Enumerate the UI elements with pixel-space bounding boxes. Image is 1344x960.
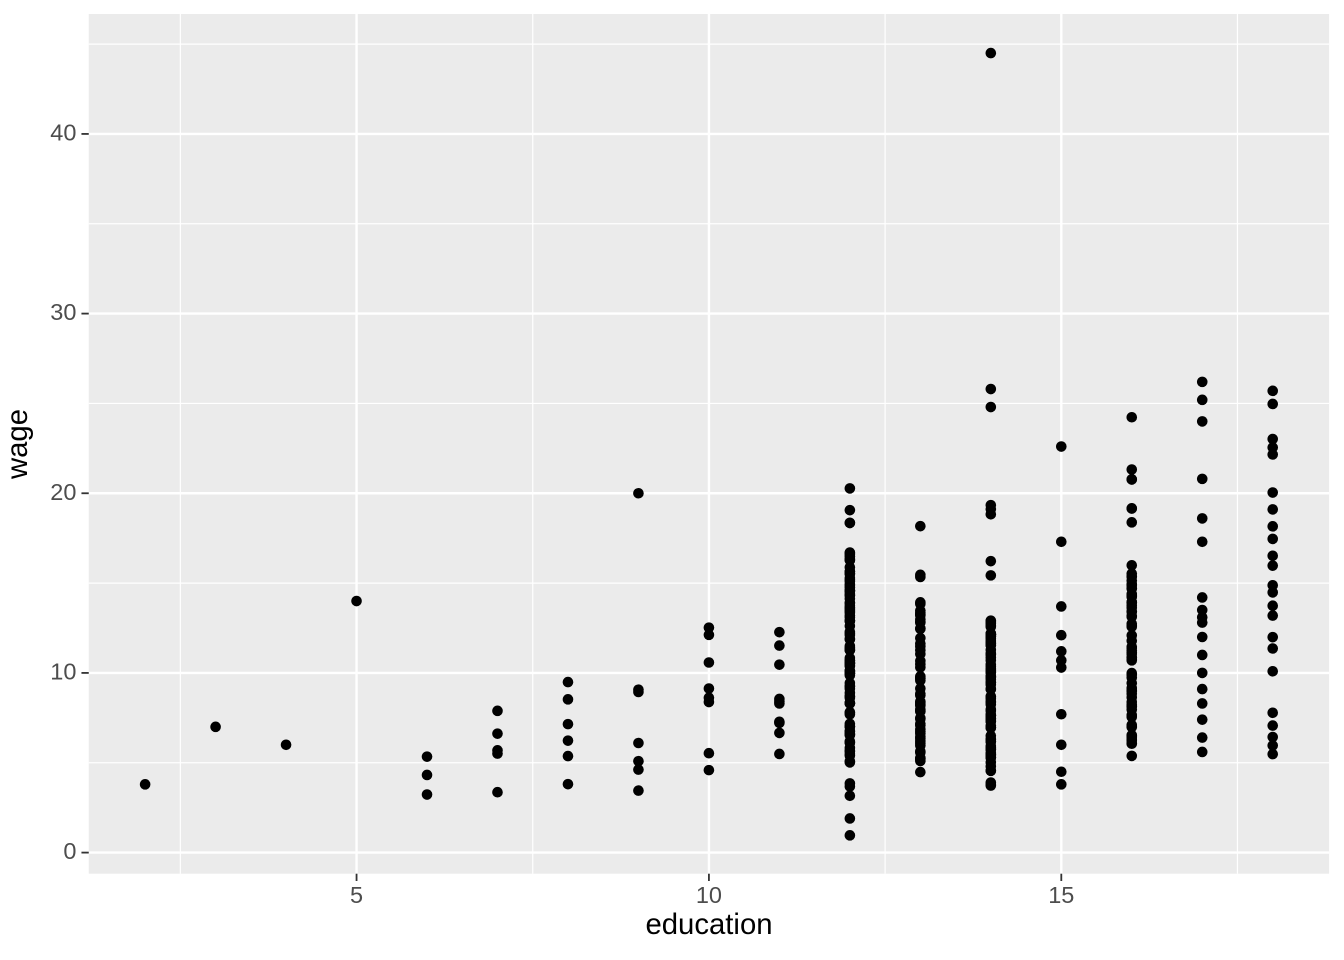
svg-text:5: 5 (350, 882, 363, 908)
svg-text:20: 20 (50, 479, 76, 505)
svg-text:15: 15 (1048, 882, 1074, 908)
svg-text:10: 10 (50, 658, 76, 684)
svg-text:education: education (645, 908, 772, 941)
svg-text:10: 10 (696, 882, 722, 908)
svg-text:40: 40 (50, 119, 76, 145)
svg-text:30: 30 (50, 299, 76, 325)
svg-text:wage: wage (1, 409, 34, 480)
svg-text:0: 0 (63, 838, 76, 864)
